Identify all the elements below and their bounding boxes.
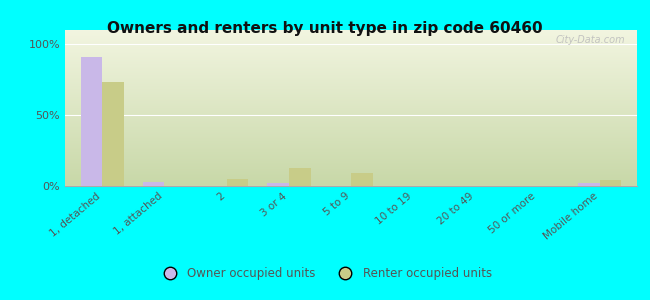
- Bar: [102, 82, 124, 186]
- Legend: Owner occupied units, Renter occupied units: Owner occupied units, Renter occupied un…: [153, 263, 497, 285]
- Bar: [143, 182, 164, 186]
- Bar: [578, 183, 600, 186]
- Bar: [289, 168, 311, 186]
- Bar: [600, 180, 621, 186]
- Bar: [81, 57, 102, 186]
- Bar: [227, 179, 248, 186]
- Bar: [351, 173, 372, 186]
- Text: City-Data.com: City-Data.com: [556, 35, 625, 45]
- Text: Owners and renters by unit type in zip code 60460: Owners and renters by unit type in zip c…: [107, 21, 543, 36]
- Bar: [267, 183, 289, 186]
